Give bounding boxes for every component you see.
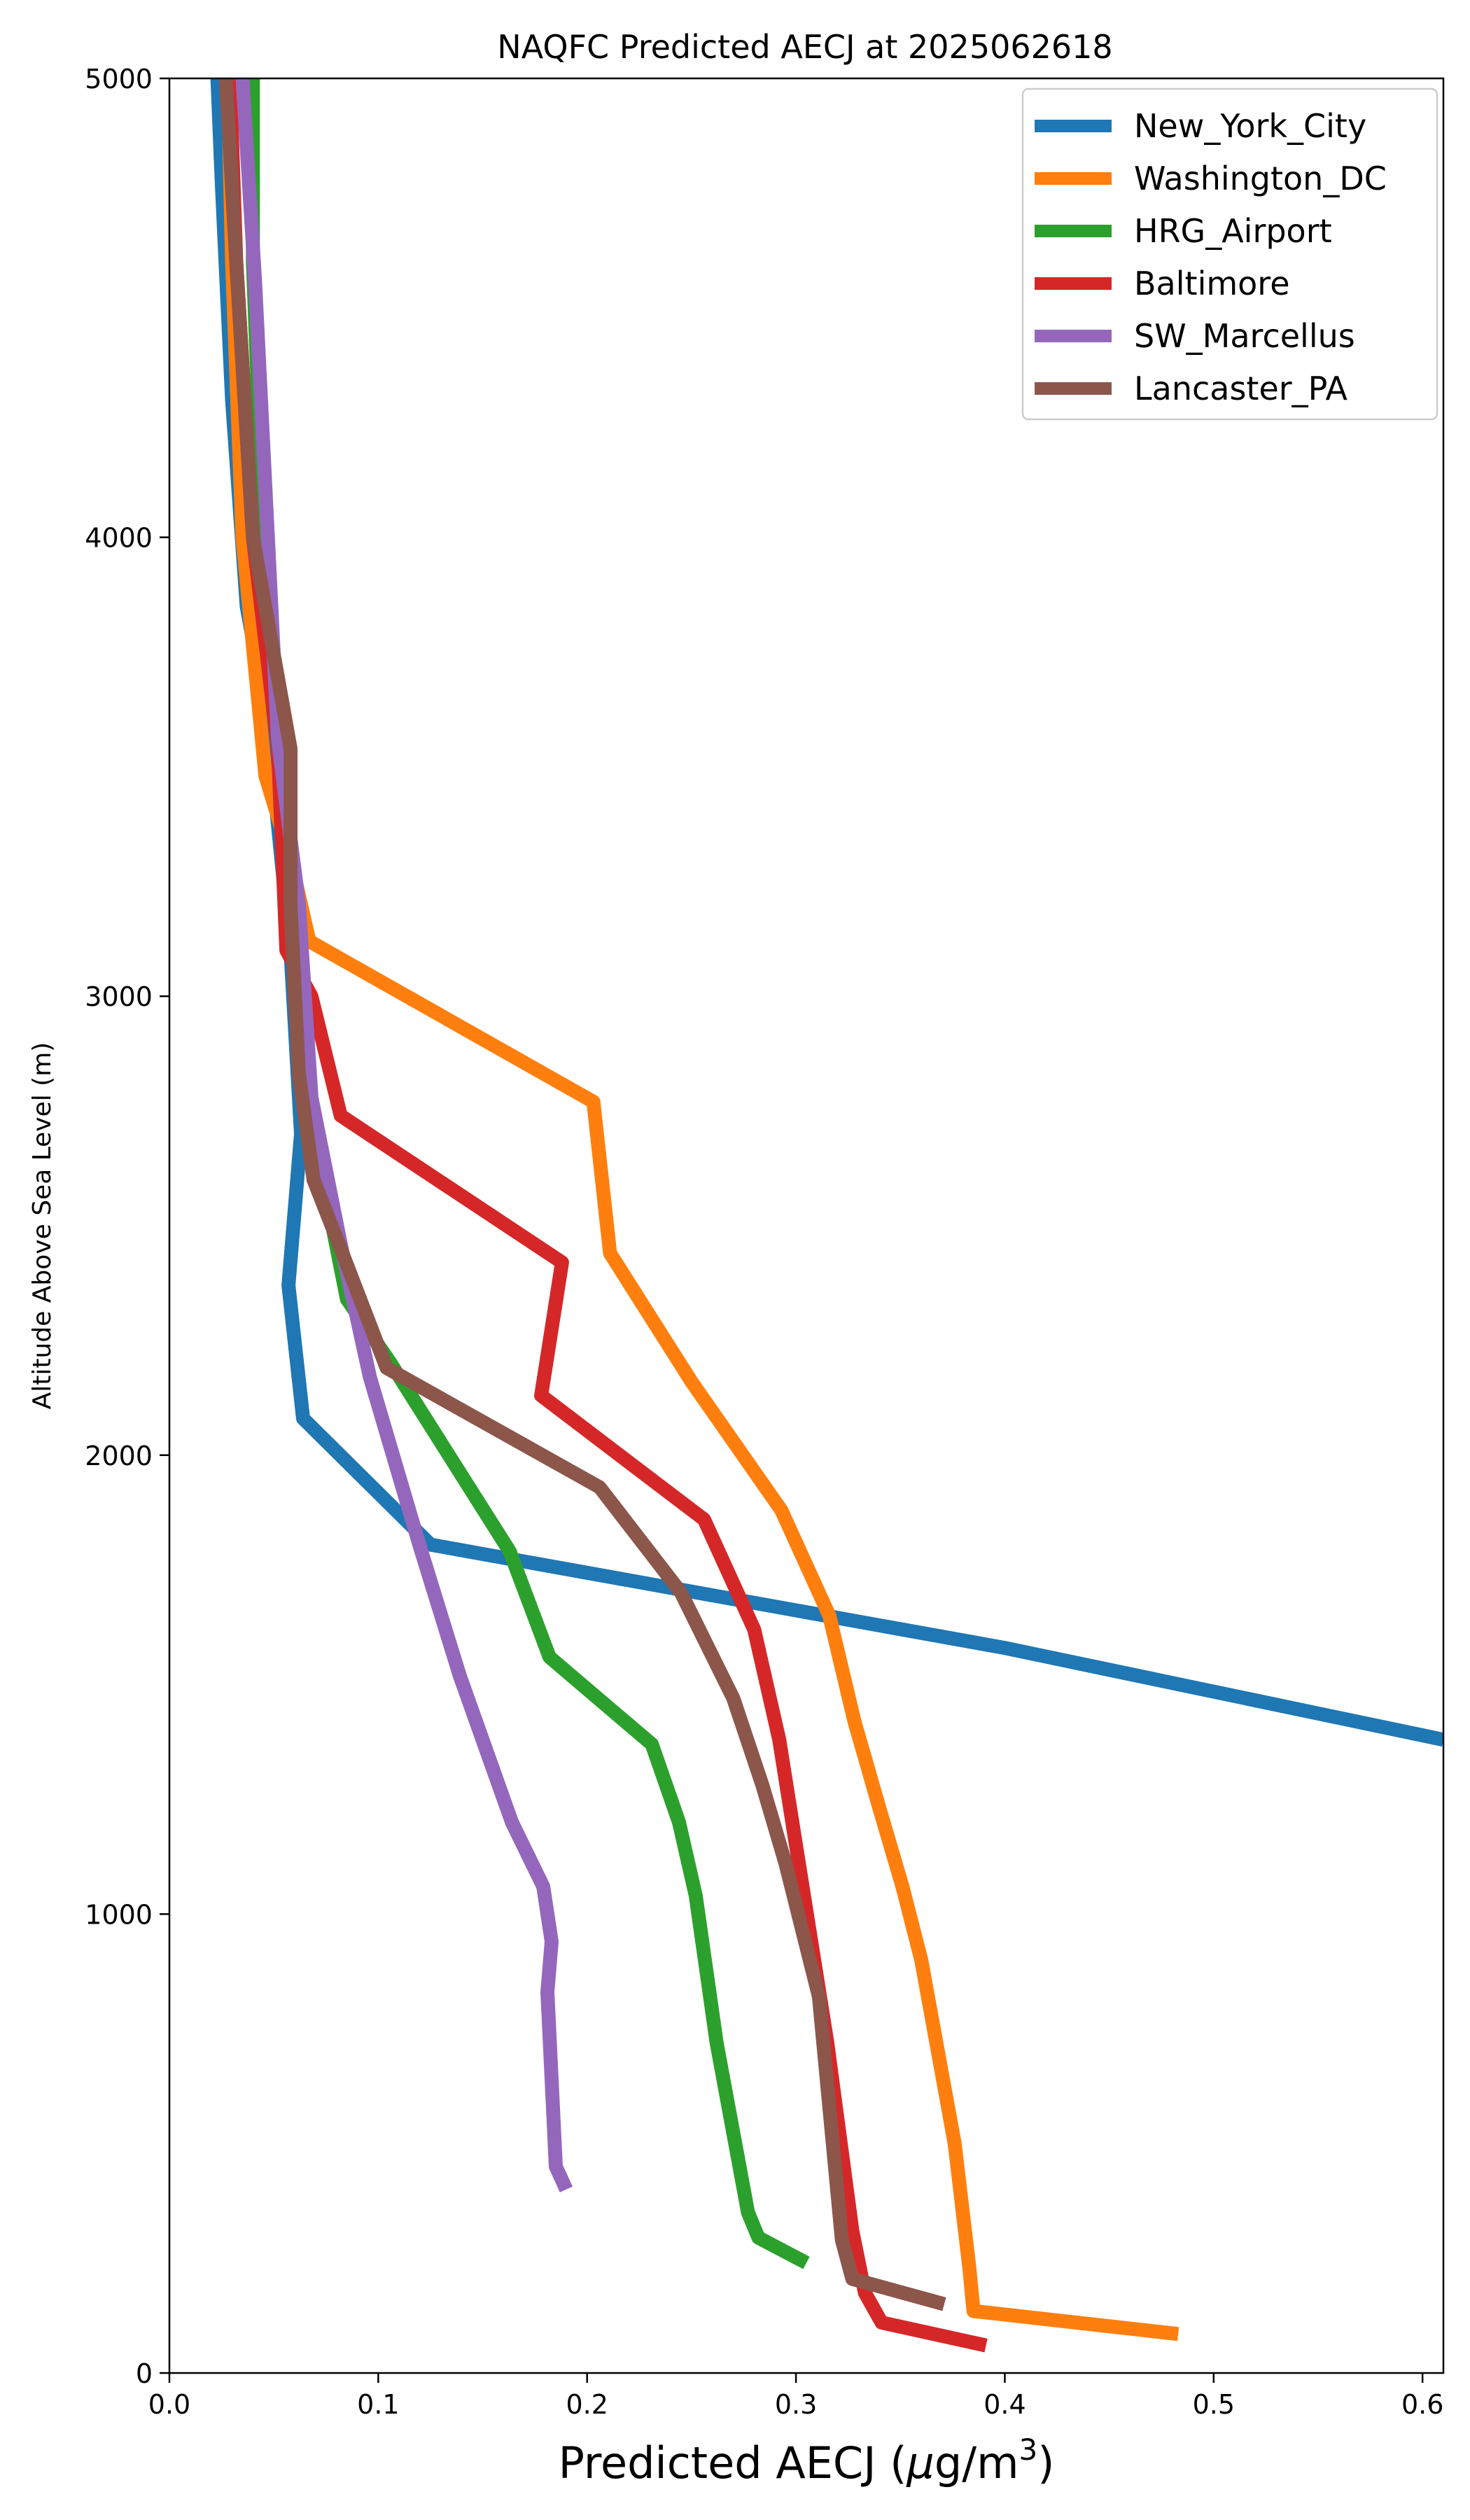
legend-label: HRG_Airport xyxy=(1134,212,1332,250)
x-axis-label-unit: g/m xyxy=(934,2437,1019,2488)
series-line-washington-dc xyxy=(220,78,1180,2342)
legend-label: New_York_City xyxy=(1134,107,1366,145)
y-tick-label: 4000 xyxy=(85,523,153,554)
x-axis-label-main: Predicted AECJ ( xyxy=(559,2437,907,2488)
legend-label: Lancaster_PA xyxy=(1134,370,1348,407)
legend-entries: New_York_City Washington_DC HRG_Airport Bal… xyxy=(1035,107,1387,407)
y-tick-label: 2000 xyxy=(85,1441,153,1471)
y-tick-label: 3000 xyxy=(85,981,153,1012)
legend: New_York_City Washington_DC HRG_Airport Bal… xyxy=(1021,88,1438,421)
series-layer xyxy=(210,78,1443,2353)
x-tick-label: 0.6 xyxy=(1401,2389,1443,2420)
x-tick-label: 0.5 xyxy=(1193,2389,1235,2420)
x-tick-label: 0.4 xyxy=(983,2389,1026,2420)
y-axis: 0 1000 2000 3000 4000 5000 xyxy=(85,64,169,2389)
legend-box xyxy=(1021,88,1438,421)
x-tick-label: 0.3 xyxy=(775,2389,817,2420)
plot-frame xyxy=(168,77,1445,2374)
chart-title: NAQFC Predicted AECJ at 2025062618 xyxy=(497,28,1112,66)
x-axis-label-mu: μ xyxy=(906,2437,934,2488)
x-axis-label: Predicted AECJ (μg/m3) xyxy=(559,2432,1055,2488)
x-tick-label: 0.0 xyxy=(148,2389,190,2420)
y-axis-label: Altitude Above Sea Level (m) xyxy=(28,1042,57,1410)
x-tick-label: 0.2 xyxy=(566,2389,608,2420)
y-tick-label: 0 xyxy=(136,2358,153,2389)
x-axis-label-close: ) xyxy=(1037,2437,1054,2488)
x-tick-label: 0.1 xyxy=(357,2389,399,2420)
legend-label: Washington_DC xyxy=(1134,160,1387,197)
legend-label: Baltimore xyxy=(1134,265,1290,302)
series-line-lancaster-pa xyxy=(218,78,946,2311)
y-tick-label: 5000 xyxy=(85,64,153,94)
legend-label: SW_Marcellus xyxy=(1134,317,1355,355)
x-axis-label-exponent: 3 xyxy=(1018,2432,1037,2467)
y-tick-label: 1000 xyxy=(85,1899,153,1930)
x-axis: 0.0 0.1 0.2 0.3 0.4 0.5 0.6 xyxy=(148,2373,1443,2420)
